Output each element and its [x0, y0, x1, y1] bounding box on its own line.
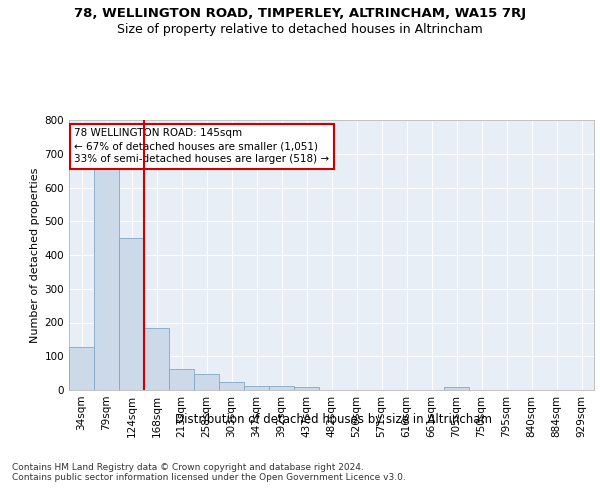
Bar — [444, 388, 469, 390]
Bar — [119, 238, 144, 390]
Text: Distribution of detached houses by size in Altrincham: Distribution of detached houses by size … — [175, 412, 491, 426]
Text: Contains HM Land Registry data © Crown copyright and database right 2024.
Contai: Contains HM Land Registry data © Crown c… — [12, 462, 406, 482]
Bar — [69, 347, 94, 390]
Bar — [219, 382, 244, 390]
Bar — [294, 388, 319, 390]
Bar — [169, 368, 194, 390]
Bar — [269, 386, 294, 390]
Bar — [244, 386, 269, 390]
Text: 78 WELLINGTON ROAD: 145sqm
← 67% of detached houses are smaller (1,051)
33% of s: 78 WELLINGTON ROAD: 145sqm ← 67% of deta… — [74, 128, 329, 164]
Bar — [194, 374, 219, 390]
Text: Size of property relative to detached houses in Altrincham: Size of property relative to detached ho… — [117, 22, 483, 36]
Bar — [94, 167, 119, 390]
Y-axis label: Number of detached properties: Number of detached properties — [31, 168, 40, 342]
Text: 78, WELLINGTON ROAD, TIMPERLEY, ALTRINCHAM, WA15 7RJ: 78, WELLINGTON ROAD, TIMPERLEY, ALTRINCH… — [74, 8, 526, 20]
Bar — [144, 328, 169, 390]
